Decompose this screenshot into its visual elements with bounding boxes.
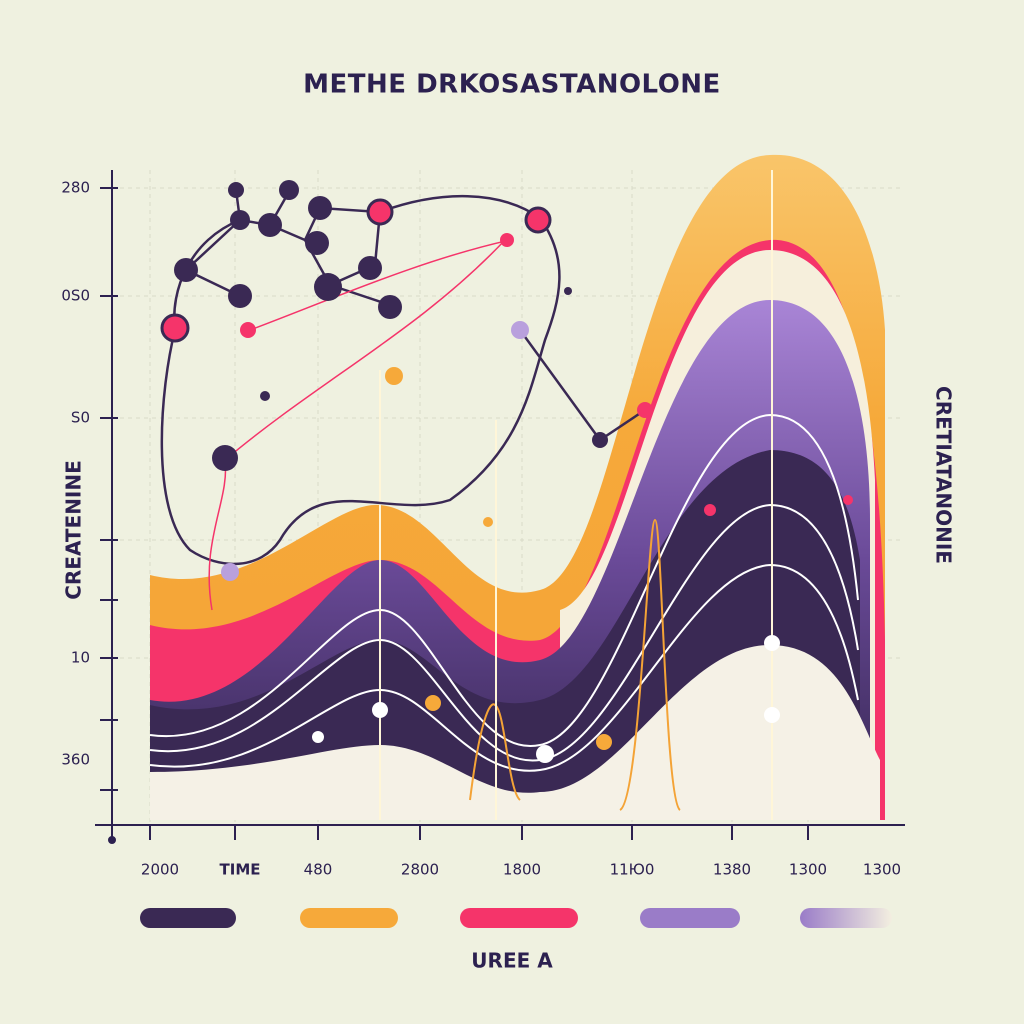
legend: UREE A <box>140 908 892 973</box>
y-tick-label: 10 <box>71 649 90 667</box>
atoms <box>160 180 653 581</box>
right-label: CRETIATANONIE <box>932 386 956 564</box>
dot <box>312 731 324 743</box>
x-tick-label: TIME <box>220 861 261 879</box>
x-tick-label: 1300 <box>863 861 901 879</box>
left-label: CREATENINE <box>62 460 86 600</box>
x-tick-label: 480 <box>304 861 333 879</box>
dot <box>764 635 780 651</box>
legend-label: UREE A <box>471 949 553 973</box>
spike <box>619 518 681 811</box>
bands <box>149 154 885 820</box>
y-tick-label: 0S0 <box>61 287 90 305</box>
axes <box>95 170 905 844</box>
x-tick-label: 1300 <box>789 861 827 879</box>
x-tick-label: 1800 <box>503 861 541 879</box>
y-tick-label: 280 <box>61 179 90 197</box>
x-tick-label: 2000 <box>141 861 179 879</box>
dot <box>536 745 554 763</box>
pale-band <box>150 645 880 820</box>
dot <box>372 702 388 718</box>
x-tick-label: 11Ю0 <box>610 861 655 879</box>
dot <box>596 734 612 750</box>
white-line <box>149 563 859 772</box>
y-tick-label: S0 <box>71 409 90 427</box>
title: METHE DRKOSASTANOLONE <box>303 70 721 100</box>
x-tick-label: 2800 <box>401 861 439 879</box>
dot <box>385 367 403 385</box>
dot <box>425 695 441 711</box>
dot <box>764 707 780 723</box>
dot <box>483 517 493 527</box>
white-line <box>149 413 859 747</box>
y-tick-label: 360 <box>61 751 90 769</box>
dot <box>843 495 853 505</box>
dot <box>704 504 716 516</box>
x-tick-label: 1380 <box>713 861 751 879</box>
